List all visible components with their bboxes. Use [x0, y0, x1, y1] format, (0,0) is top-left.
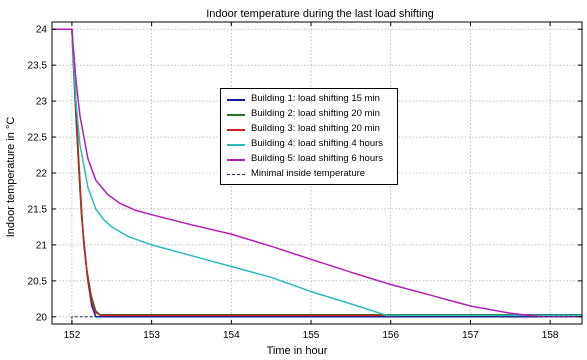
x-tick-label: 157: [462, 330, 479, 341]
y-tick-label: 23.5: [28, 61, 48, 72]
grid-lines: [52, 22, 582, 324]
y-tick-label: 20.5: [28, 276, 48, 287]
legend-swatch-building-4: [227, 144, 245, 146]
legend-swatch-building-5: [227, 159, 245, 161]
chart-title: Indoor temperature during the last load …: [206, 8, 433, 20]
legend-item: Building 1: load shifting 15 min: [221, 93, 397, 105]
y-tick-label: 21.5: [28, 204, 48, 215]
legend-item: Building 3: load shifting 20 min: [221, 123, 397, 135]
legend: Building 1: load shifting 15 min Buildin…: [220, 88, 398, 185]
x-tick-label: 158: [542, 330, 559, 341]
legend-swatch-minimal-temperature: [227, 174, 245, 175]
legend-item: Building 5: load shifting 6 hours: [221, 153, 397, 165]
x-tick-label: 155: [303, 330, 320, 341]
legend-label-building-4: Building 4: load shifting 4 hours: [251, 138, 384, 149]
y-tick-label: 23: [36, 97, 48, 108]
axis-ticks: 152 153 154 155 156 157 158 20 20.5 21 21.5 22 22.5 2…: [28, 22, 582, 341]
legend-label-building-2: Building 2: load shifting 20 min: [251, 108, 380, 119]
legend-swatch-building-1: [227, 99, 245, 101]
x-tick-label: 152: [64, 330, 81, 341]
legend-item: Building 2: load shifting 20 min: [221, 108, 397, 120]
y-tick-label: 22.5: [28, 133, 48, 144]
y-axis-label: Indoor temperature in °C: [5, 117, 17, 238]
x-tick-label: 156: [382, 330, 399, 341]
legend-swatch-building-2: [227, 114, 245, 116]
series-minimal-temperature: [71, 316, 582, 324]
y-tick-label: 22: [36, 169, 48, 180]
y-tick-label: 24: [36, 25, 48, 36]
x-axis-label: Time in hour: [267, 345, 328, 357]
x-tick-label: 153: [143, 330, 160, 341]
legend-label-building-5: Building 5: load shifting 6 hours: [251, 153, 384, 164]
legend-label-minimal-temperature: Minimal inside temperature: [251, 168, 366, 179]
series-building-4: [52, 28, 582, 317]
legend-item: Minimal inside temperature: [221, 168, 397, 180]
series-building-5: [52, 28, 582, 318]
x-tick-label: 154: [223, 330, 240, 341]
y-tick-label: 20: [36, 312, 48, 323]
legend-swatch-building-3: [227, 129, 245, 131]
legend-label-building-1: Building 1: load shifting 15 min: [251, 93, 380, 104]
y-tick-label: 21: [36, 240, 48, 251]
legend-item: Building 4: load shifting 4 hours: [221, 138, 397, 150]
legend-label-building-3: Building 3: load shifting 20 min: [251, 123, 380, 134]
